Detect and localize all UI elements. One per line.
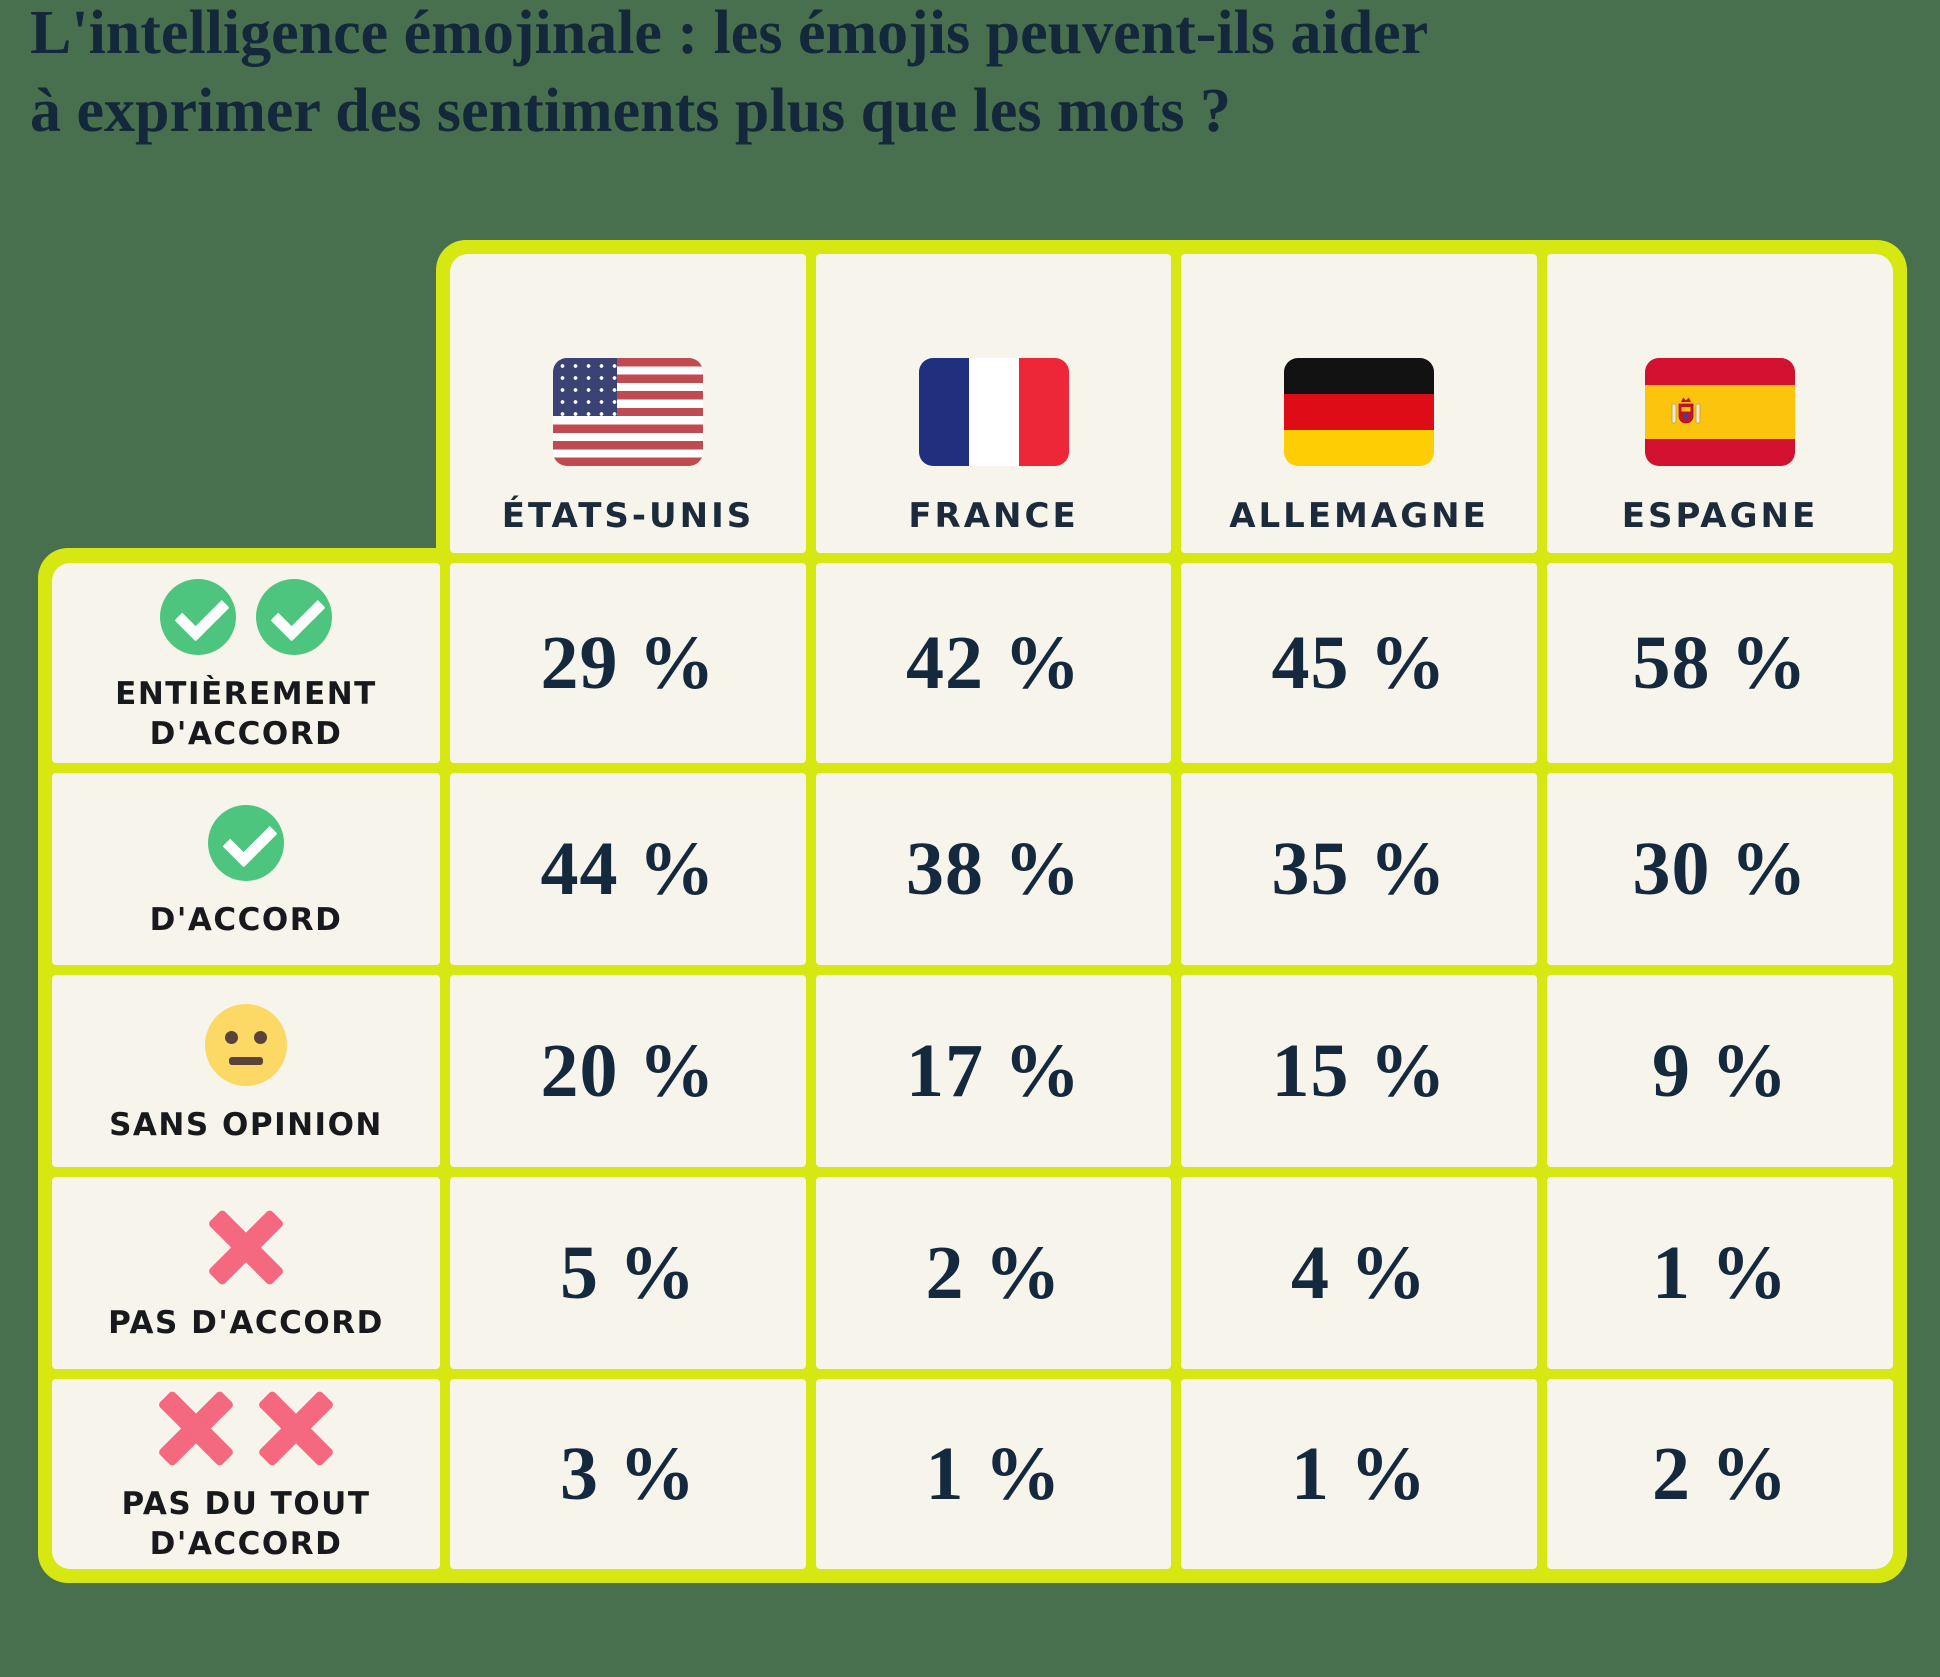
- row-header-sans-opinion: SANS OPINION: [52, 975, 440, 1167]
- row-label: PAS D'ACCORD: [108, 1305, 384, 1342]
- table-cell: 44 %: [450, 773, 806, 965]
- row-label: PAS DU TOUT D'ACCORD: [121, 1486, 371, 1562]
- survey-table: ÉTATS-UNIS FRANCE ALLEMAGNE ESPAGNE: [38, 240, 1907, 1583]
- value-etats-unis-row4: 5 %: [560, 1230, 696, 1315]
- cross-mark-icon: [209, 1210, 283, 1284]
- table-cell: 4 %: [1181, 1177, 1537, 1369]
- column-header-france: FRANCE: [816, 254, 1171, 553]
- check-mark-circle-icon: [256, 579, 332, 656]
- row-header-pas-du-tout-daccord: PAS DU TOUT D'ACCORD: [52, 1379, 440, 1569]
- table-cell: 1 %: [1547, 1177, 1893, 1369]
- table-cell: 15 %: [1181, 975, 1537, 1167]
- table-cell: 5 %: [450, 1177, 806, 1369]
- value-etats-unis-row2: 44 %: [540, 826, 716, 911]
- value-espagne-row5: 2 %: [1652, 1431, 1788, 1516]
- table-grid: ÉTATS-UNIS FRANCE ALLEMAGNE ESPAGNE: [38, 240, 1907, 1583]
- germany-flag-icon: [1284, 358, 1434, 466]
- corner-spacer-cell: [52, 254, 440, 553]
- column-header-allemagne: ALLEMAGNE: [1181, 254, 1537, 553]
- table-cell: 2 %: [816, 1177, 1171, 1369]
- row-label: D'ACCORD: [149, 902, 343, 939]
- usa-flag-canton: [553, 358, 617, 416]
- table-cell: 3 %: [450, 1379, 806, 1569]
- table-cell: 58 %: [1547, 563, 1893, 763]
- value-etats-unis-row3: 20 %: [540, 1028, 716, 1113]
- column-header-etats-unis: ÉTATS-UNIS: [450, 254, 806, 553]
- cross-mark-icon: [159, 1391, 233, 1465]
- value-etats-unis-row1: 29 %: [540, 620, 716, 705]
- value-allemagne-row5: 1 %: [1291, 1431, 1427, 1516]
- table-cell: 42 %: [816, 563, 1171, 763]
- value-france-row2: 38 %: [906, 826, 1081, 911]
- table-cell: 45 %: [1181, 563, 1537, 763]
- row-label: ENTIÈREMENT D'ACCORD: [115, 676, 377, 752]
- table-cell: 17 %: [816, 975, 1171, 1167]
- row-header-pas-daccord: PAS D'ACCORD: [52, 1177, 440, 1369]
- cross-mark-icon: [259, 1391, 333, 1465]
- check-mark-circle-icon: [208, 805, 284, 882]
- page-title-line-2: à exprimer des sentiments plus que les m…: [30, 77, 1231, 146]
- column-label-france: FRANCE: [908, 496, 1079, 536]
- value-espagne-row2: 30 %: [1632, 826, 1808, 911]
- value-allemagne-row3: 15 %: [1271, 1028, 1447, 1113]
- value-france-row4: 2 %: [925, 1230, 1062, 1315]
- spain-crest-icon: [1671, 397, 1701, 424]
- row-header-entierement-daccord: ENTIÈREMENT D'ACCORD: [52, 563, 440, 763]
- value-france-row3: 17 %: [906, 1028, 1081, 1113]
- usa-flag-icon: [553, 358, 703, 466]
- page-title-line-1: L'intelligence émojinale : les émojis pe…: [30, 0, 1429, 67]
- table-cell: 30 %: [1547, 773, 1893, 965]
- row-label: SANS OPINION: [109, 1107, 383, 1144]
- table-cell: 1 %: [1181, 1379, 1537, 1569]
- value-allemagne-row1: 45 %: [1271, 620, 1447, 705]
- value-espagne-row4: 1 %: [1652, 1230, 1788, 1315]
- france-flag-icon: [918, 358, 1069, 466]
- value-france-row5: 1 %: [925, 1431, 1062, 1516]
- value-etats-unis-row5: 3 %: [560, 1431, 696, 1516]
- neutral-face-icon: [205, 1004, 287, 1087]
- table-cell: 38 %: [816, 773, 1171, 965]
- table-cell: 35 %: [1181, 773, 1537, 965]
- table-cell: 9 %: [1547, 975, 1893, 1167]
- value-france-row1: 42 %: [906, 620, 1081, 705]
- value-allemagne-row2: 35 %: [1271, 826, 1447, 911]
- column-label-allemagne: ALLEMAGNE: [1229, 496, 1489, 536]
- column-header-espagne: ESPAGNE: [1547, 254, 1893, 553]
- row-header-daccord: D'ACCORD: [52, 773, 440, 965]
- column-label-espagne: ESPAGNE: [1621, 496, 1819, 536]
- table-cell: 1 %: [816, 1379, 1171, 1569]
- value-allemagne-row4: 4 %: [1291, 1230, 1427, 1315]
- row-icons: [208, 805, 284, 882]
- page-title: L'intelligence émojinale : les émojis pe…: [30, 0, 1428, 150]
- row-icons: [209, 1210, 283, 1284]
- table-cell: 29 %: [450, 563, 806, 763]
- value-espagne-row1: 58 %: [1632, 620, 1808, 705]
- value-espagne-row3: 9 %: [1652, 1028, 1788, 1113]
- row-icons: [160, 579, 332, 656]
- row-icons: [205, 1004, 287, 1087]
- row-icons: [159, 1391, 333, 1465]
- spain-flag-icon: [1645, 358, 1795, 466]
- table-cell: 20 %: [450, 975, 806, 1167]
- column-label-etats-unis: ÉTATS-UNIS: [501, 496, 755, 536]
- check-mark-circle-icon: [160, 579, 236, 656]
- table-cell: 2 %: [1547, 1379, 1893, 1569]
